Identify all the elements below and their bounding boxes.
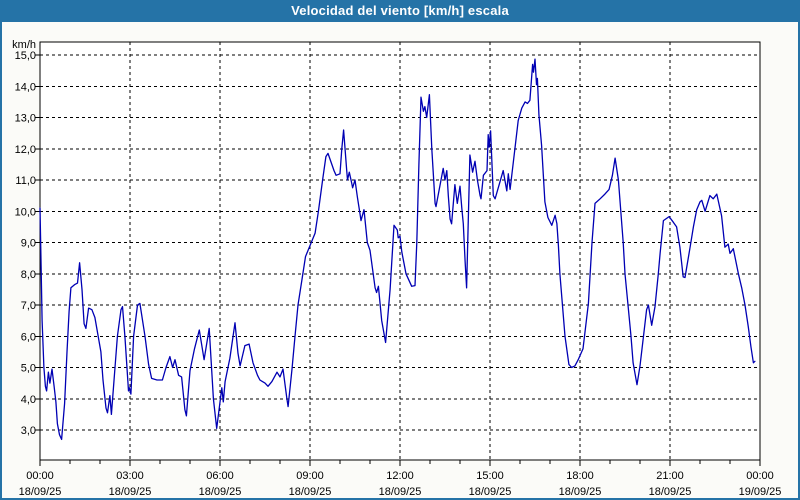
- chart-title: Velocidad del viento [km/h] escala: [291, 3, 509, 18]
- y-tick-label: 5,0: [21, 363, 36, 375]
- x-tick-time-label: 12:00: [386, 470, 414, 482]
- x-tick-time-label: 00:00: [26, 470, 54, 482]
- x-tick-time-label: 00:00: [746, 470, 774, 482]
- x-tick-date-label: 18/09/25: [379, 486, 422, 498]
- y-axis-unit-label: km/h: [12, 39, 36, 51]
- y-tick-label: 11,0: [15, 175, 36, 187]
- x-tick-date-label: 18/09/25: [109, 486, 152, 498]
- x-tick-time-label: 03:00: [116, 470, 144, 482]
- x-tick-date-label: 18/09/25: [559, 486, 602, 498]
- wind-speed-line: [39, 58, 756, 441]
- x-tick-date-label: 18/09/25: [19, 486, 62, 498]
- x-tick-time-label: 09:00: [296, 470, 324, 482]
- x-tick-date-label: 18/09/25: [469, 486, 512, 498]
- x-tick-time-label: 06:00: [206, 470, 234, 482]
- y-tick-label: 9,0: [21, 238, 36, 250]
- y-tick-label: 10,0: [15, 206, 36, 218]
- x-tick-date-label: 18/09/25: [199, 486, 242, 498]
- title-bar: Velocidad del viento [km/h] escala: [0, 0, 800, 22]
- chart-svg: 15,0 14,0 13,0 12,0 11,0 10,0 9,0 8,0 7,0 6,0 5,0 4…: [12, 39, 782, 498]
- y-tick-label: 12,0: [15, 144, 36, 156]
- y-tick-label: 6,0: [21, 331, 36, 343]
- x-tick-time-label: 18:00: [566, 470, 594, 482]
- y-tick-label: 3,0: [21, 425, 36, 437]
- x-tick-time-label: 15:00: [476, 470, 504, 482]
- y-tick-label: 8,0: [21, 269, 36, 281]
- x-tick-date-label: 18/09/25: [649, 486, 692, 498]
- x-tick-date-label: 19/09/25: [739, 486, 782, 498]
- y-tick-label: 7,0: [21, 300, 36, 312]
- wind-speed-chart: 15,0 14,0 13,0 12,0 11,0 10,0 9,0 8,0 7,0 6,0 5,0 4…: [0, 22, 800, 500]
- y-tick-label: 14,0: [15, 81, 36, 93]
- x-tick-time-label: 21:00: [656, 470, 684, 482]
- y-tick-label: 15,0: [15, 50, 36, 62]
- x-tick-date-label: 18/09/25: [289, 486, 332, 498]
- y-tick-label: 13,0: [15, 113, 36, 125]
- x-axis: 00:00 18/09/25 03:00 18/09/25 06:00 18/09/25 0…: [19, 42, 782, 498]
- y-tick-label: 4,0: [21, 394, 36, 406]
